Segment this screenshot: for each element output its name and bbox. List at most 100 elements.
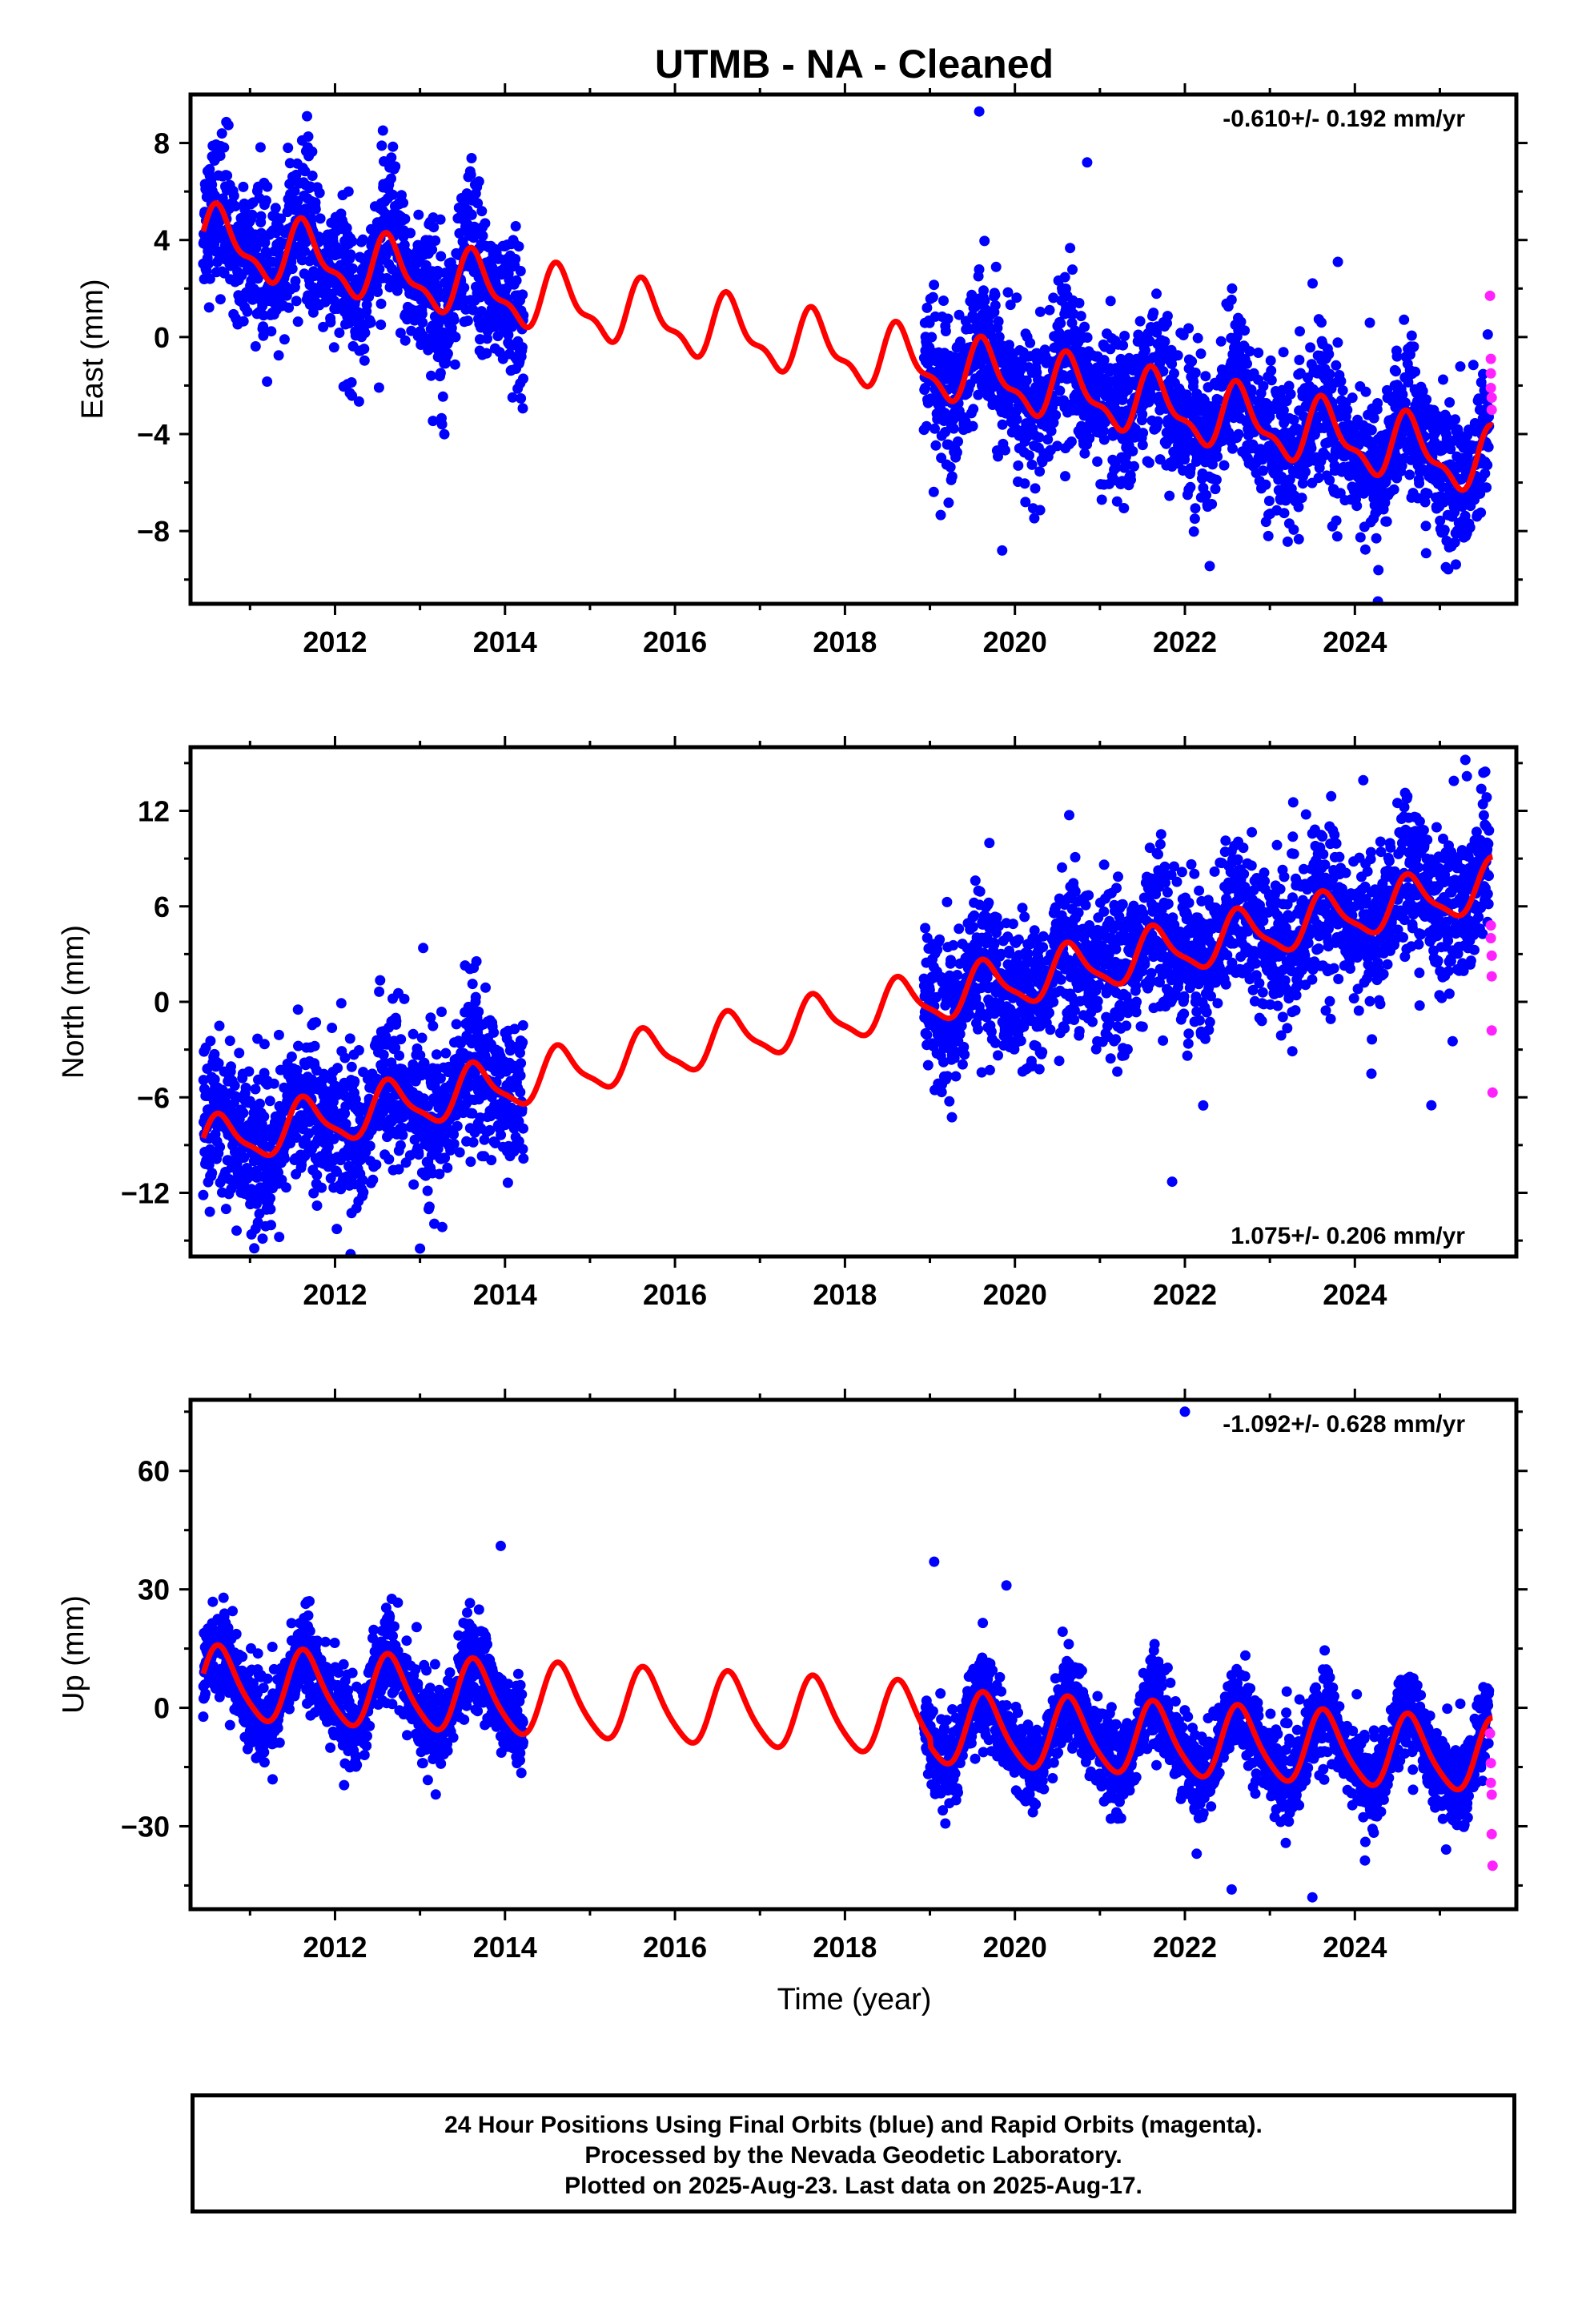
final-orbit-point <box>279 1153 290 1164</box>
final-orbit-point <box>1342 404 1353 416</box>
final-orbit-point <box>993 316 1004 327</box>
final-orbit-point <box>507 392 518 403</box>
final-orbit-point <box>395 328 406 339</box>
final-orbit-point <box>426 370 436 381</box>
final-orbit-point <box>516 393 527 404</box>
final-orbit-point <box>335 1184 347 1195</box>
final-orbit-point <box>1420 521 1431 532</box>
final-orbit-point <box>1021 375 1032 386</box>
final-orbit-point <box>306 213 317 224</box>
final-orbit-point <box>515 266 526 276</box>
final-orbit-point <box>1331 360 1342 371</box>
final-orbit-point <box>1065 243 1076 254</box>
rapid-orbit-point <box>1485 368 1496 379</box>
final-orbit-point <box>374 986 385 997</box>
east-y-tick-label: −8 <box>137 515 170 548</box>
final-orbit-point <box>252 1033 263 1044</box>
final-orbit-point <box>400 213 411 224</box>
final-orbit-point <box>1066 436 1077 447</box>
final-orbit-point <box>347 263 358 274</box>
final-orbit-point <box>1219 460 1230 471</box>
final-orbit-point <box>1111 496 1122 507</box>
final-orbit-point <box>967 420 978 432</box>
final-orbit-point <box>1048 292 1059 304</box>
final-orbit-point <box>1138 428 1149 439</box>
final-orbit-point <box>1258 465 1269 476</box>
final-orbit-point <box>926 332 938 343</box>
final-orbit-point <box>1264 411 1275 422</box>
final-orbit-point <box>365 317 376 328</box>
final-orbit-point <box>1480 468 1491 479</box>
final-orbit-point <box>990 300 1001 311</box>
final-orbit-point <box>334 328 345 338</box>
final-orbit-point <box>1162 311 1173 322</box>
final-orbit-point <box>1011 292 1022 304</box>
final-orbit-point <box>354 1101 365 1112</box>
final-orbit-point <box>219 142 230 153</box>
final-orbit-point <box>353 1045 364 1055</box>
final-orbit-point <box>1105 296 1116 307</box>
final-orbit-point <box>1324 475 1335 486</box>
north-final-orbit-points <box>198 754 1495 1256</box>
final-orbit-point <box>417 317 428 328</box>
final-orbit-point <box>518 1153 529 1164</box>
final-orbit-point <box>1422 488 1433 499</box>
final-orbit-point <box>1050 409 1062 420</box>
final-orbit-point <box>434 1168 445 1180</box>
final-orbit-point <box>448 1129 460 1140</box>
final-orbit-point <box>1266 375 1277 386</box>
final-orbit-point <box>372 287 383 297</box>
final-orbit-point <box>204 273 215 284</box>
final-orbit-point <box>1450 414 1461 425</box>
final-orbit-point <box>1129 460 1139 472</box>
final-orbit-point <box>1266 365 1277 376</box>
final-orbit-point <box>1295 326 1305 337</box>
final-orbit-point <box>1152 416 1163 427</box>
final-orbit-point <box>518 373 528 384</box>
final-orbit-point <box>198 1075 209 1086</box>
final-orbit-point <box>518 1123 528 1134</box>
final-orbit-point <box>228 191 239 201</box>
final-orbit-point <box>465 1156 476 1168</box>
final-orbit-point <box>942 313 954 324</box>
final-orbit-point <box>1082 332 1093 343</box>
final-orbit-point <box>214 1020 225 1031</box>
final-orbit-point <box>1120 365 1131 376</box>
final-orbit-point <box>215 1141 226 1152</box>
final-orbit-point <box>953 436 963 447</box>
final-orbit-point <box>287 263 298 275</box>
final-orbit-point <box>386 152 397 163</box>
final-orbit-point <box>303 131 314 142</box>
final-orbit-point <box>242 306 253 317</box>
final-orbit-point <box>1481 482 1492 493</box>
final-orbit-point <box>1024 450 1034 461</box>
final-orbit-point <box>230 201 241 211</box>
final-orbit-point <box>1335 376 1347 387</box>
final-orbit-point <box>1468 360 1479 371</box>
final-orbit-point <box>1417 385 1428 396</box>
final-orbit-point <box>930 440 942 451</box>
final-orbit-point <box>938 296 949 306</box>
final-orbit-point <box>984 838 995 849</box>
final-orbit-point <box>358 1187 369 1198</box>
final-orbit-point <box>442 1162 453 1173</box>
final-orbit-point <box>1119 331 1130 341</box>
final-orbit-point <box>375 320 387 330</box>
final-orbit-point <box>422 1185 433 1196</box>
final-orbit-point <box>247 209 258 220</box>
final-orbit-point <box>1464 522 1476 533</box>
final-orbit-point <box>437 391 448 402</box>
final-orbit-point <box>224 1035 235 1047</box>
final-orbit-point <box>1282 536 1293 547</box>
final-orbit-point <box>1391 351 1403 362</box>
final-orbit-point <box>436 1221 448 1232</box>
final-orbit-point <box>399 993 410 1004</box>
final-orbit-point <box>215 151 226 161</box>
final-orbit-point <box>1457 501 1468 513</box>
final-orbit-point <box>954 309 965 320</box>
final-orbit-point <box>473 1006 484 1017</box>
final-orbit-point <box>922 1059 934 1071</box>
final-orbit-point <box>515 1087 526 1098</box>
final-orbit-point <box>1034 306 1046 317</box>
final-orbit-point <box>279 334 290 345</box>
